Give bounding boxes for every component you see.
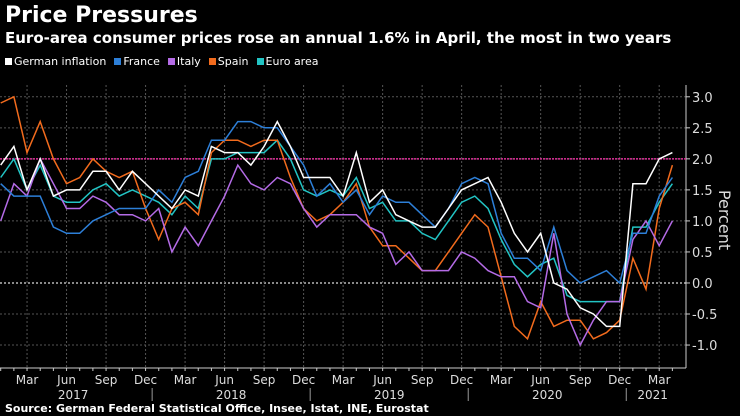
y-tick-label: 0.5 [692, 246, 713, 261]
x-tick-label: Sep [569, 373, 592, 387]
series-line-france [0, 120, 674, 285]
legend-item: Italy [167, 55, 201, 68]
x-tick-label: Jun [372, 373, 392, 387]
year-label: 2020 [532, 388, 563, 402]
legend: German inflation France Italy Spain Euro are… [5, 55, 318, 68]
series-line-italy [0, 157, 674, 347]
x-tick-label: Sep [95, 373, 118, 387]
year-label: 2021 [637, 388, 668, 402]
legend-item: Spain [208, 55, 249, 68]
x-tick-label: Mar [332, 373, 355, 387]
chart-subtitle: Euro-area consumer prices rose an annual… [5, 29, 672, 47]
x-tick-label: Mar [490, 373, 513, 387]
legend-item: German inflation [5, 55, 106, 68]
legend-label: German inflation [14, 55, 107, 68]
legend-item: France [114, 55, 160, 68]
x-tick-label: Sep [253, 373, 276, 387]
y-tick-label: 1.0 [692, 215, 713, 230]
x-tick-label: Sep [411, 373, 434, 387]
y-tick-label: -0.5 [692, 308, 717, 323]
x-tick-label: Dec [450, 373, 473, 387]
y-tick-label: 2.0 [692, 153, 713, 168]
series-line-german-inflation [0, 119, 673, 328]
year-label: 2018 [216, 388, 247, 402]
y-tick-label: -1.0 [692, 339, 717, 354]
y-tick-label: 2.5 [692, 122, 713, 137]
legend-swatch [167, 58, 175, 65]
series-line-spain [0, 95, 674, 341]
y-tick-label: 1.5 [692, 184, 713, 199]
x-tick-label: Dec [608, 373, 631, 387]
legend-label: Spain [217, 55, 249, 68]
year-label: 2017 [58, 388, 89, 402]
x-tick-label: Mar [16, 373, 39, 387]
year-label: 2019 [374, 388, 405, 402]
legend-label: Italy [176, 55, 201, 68]
x-tick-label: Mar [174, 373, 197, 387]
x-tick-label: Dec [134, 373, 157, 387]
legend-swatch [256, 58, 264, 65]
x-tick-label: Jun [56, 373, 76, 387]
y-tick-label: 0.0 [692, 277, 713, 292]
x-tick-label: Dec [292, 373, 315, 387]
legend-label: France [123, 55, 160, 68]
source-note: Source: German Federal Statistical Offic… [5, 402, 429, 415]
legend-swatch [114, 58, 122, 65]
y-axis-label: Percent [715, 190, 734, 250]
chart-title: Price Pressures [5, 3, 198, 28]
x-tick-label: Jun [530, 373, 550, 387]
y-tick-label: 3.0 [692, 91, 713, 106]
legend-swatch [5, 58, 12, 65]
x-tick-label: Mar [648, 373, 671, 387]
x-tick-label: Jun [214, 373, 234, 387]
legend-swatch [208, 58, 216, 65]
legend-label: Euro area [265, 55, 319, 68]
legend-item: Euro area [256, 55, 319, 68]
